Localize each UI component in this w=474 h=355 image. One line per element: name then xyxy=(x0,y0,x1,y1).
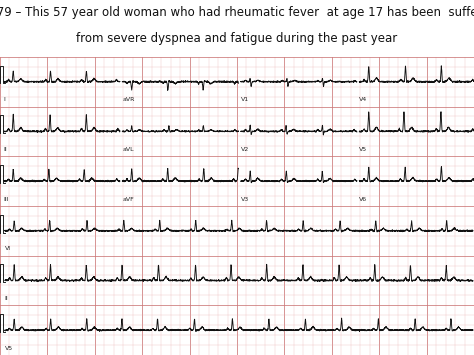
Text: aVF: aVF xyxy=(122,197,134,202)
Text: V1: V1 xyxy=(241,97,249,102)
Text: III: III xyxy=(4,197,9,202)
Text: II: II xyxy=(5,296,9,301)
Text: from severe dyspnea and fatigue during the past year: from severe dyspnea and fatigue during t… xyxy=(76,32,398,45)
Text: ID 279 – This 57 year old woman who had rheumatic fever  at age 17 has been  suf: ID 279 – This 57 year old woman who had … xyxy=(0,5,474,18)
Text: II: II xyxy=(4,147,8,152)
Text: aVR: aVR xyxy=(122,97,135,102)
Text: V5: V5 xyxy=(359,147,367,152)
Text: V6: V6 xyxy=(359,197,367,202)
Text: V5: V5 xyxy=(5,346,13,351)
Text: I: I xyxy=(4,97,6,102)
Text: V3: V3 xyxy=(241,197,249,202)
Text: V4: V4 xyxy=(359,97,367,102)
Text: V2: V2 xyxy=(241,147,249,152)
Text: VI: VI xyxy=(5,246,11,251)
Text: aVL: aVL xyxy=(122,147,134,152)
